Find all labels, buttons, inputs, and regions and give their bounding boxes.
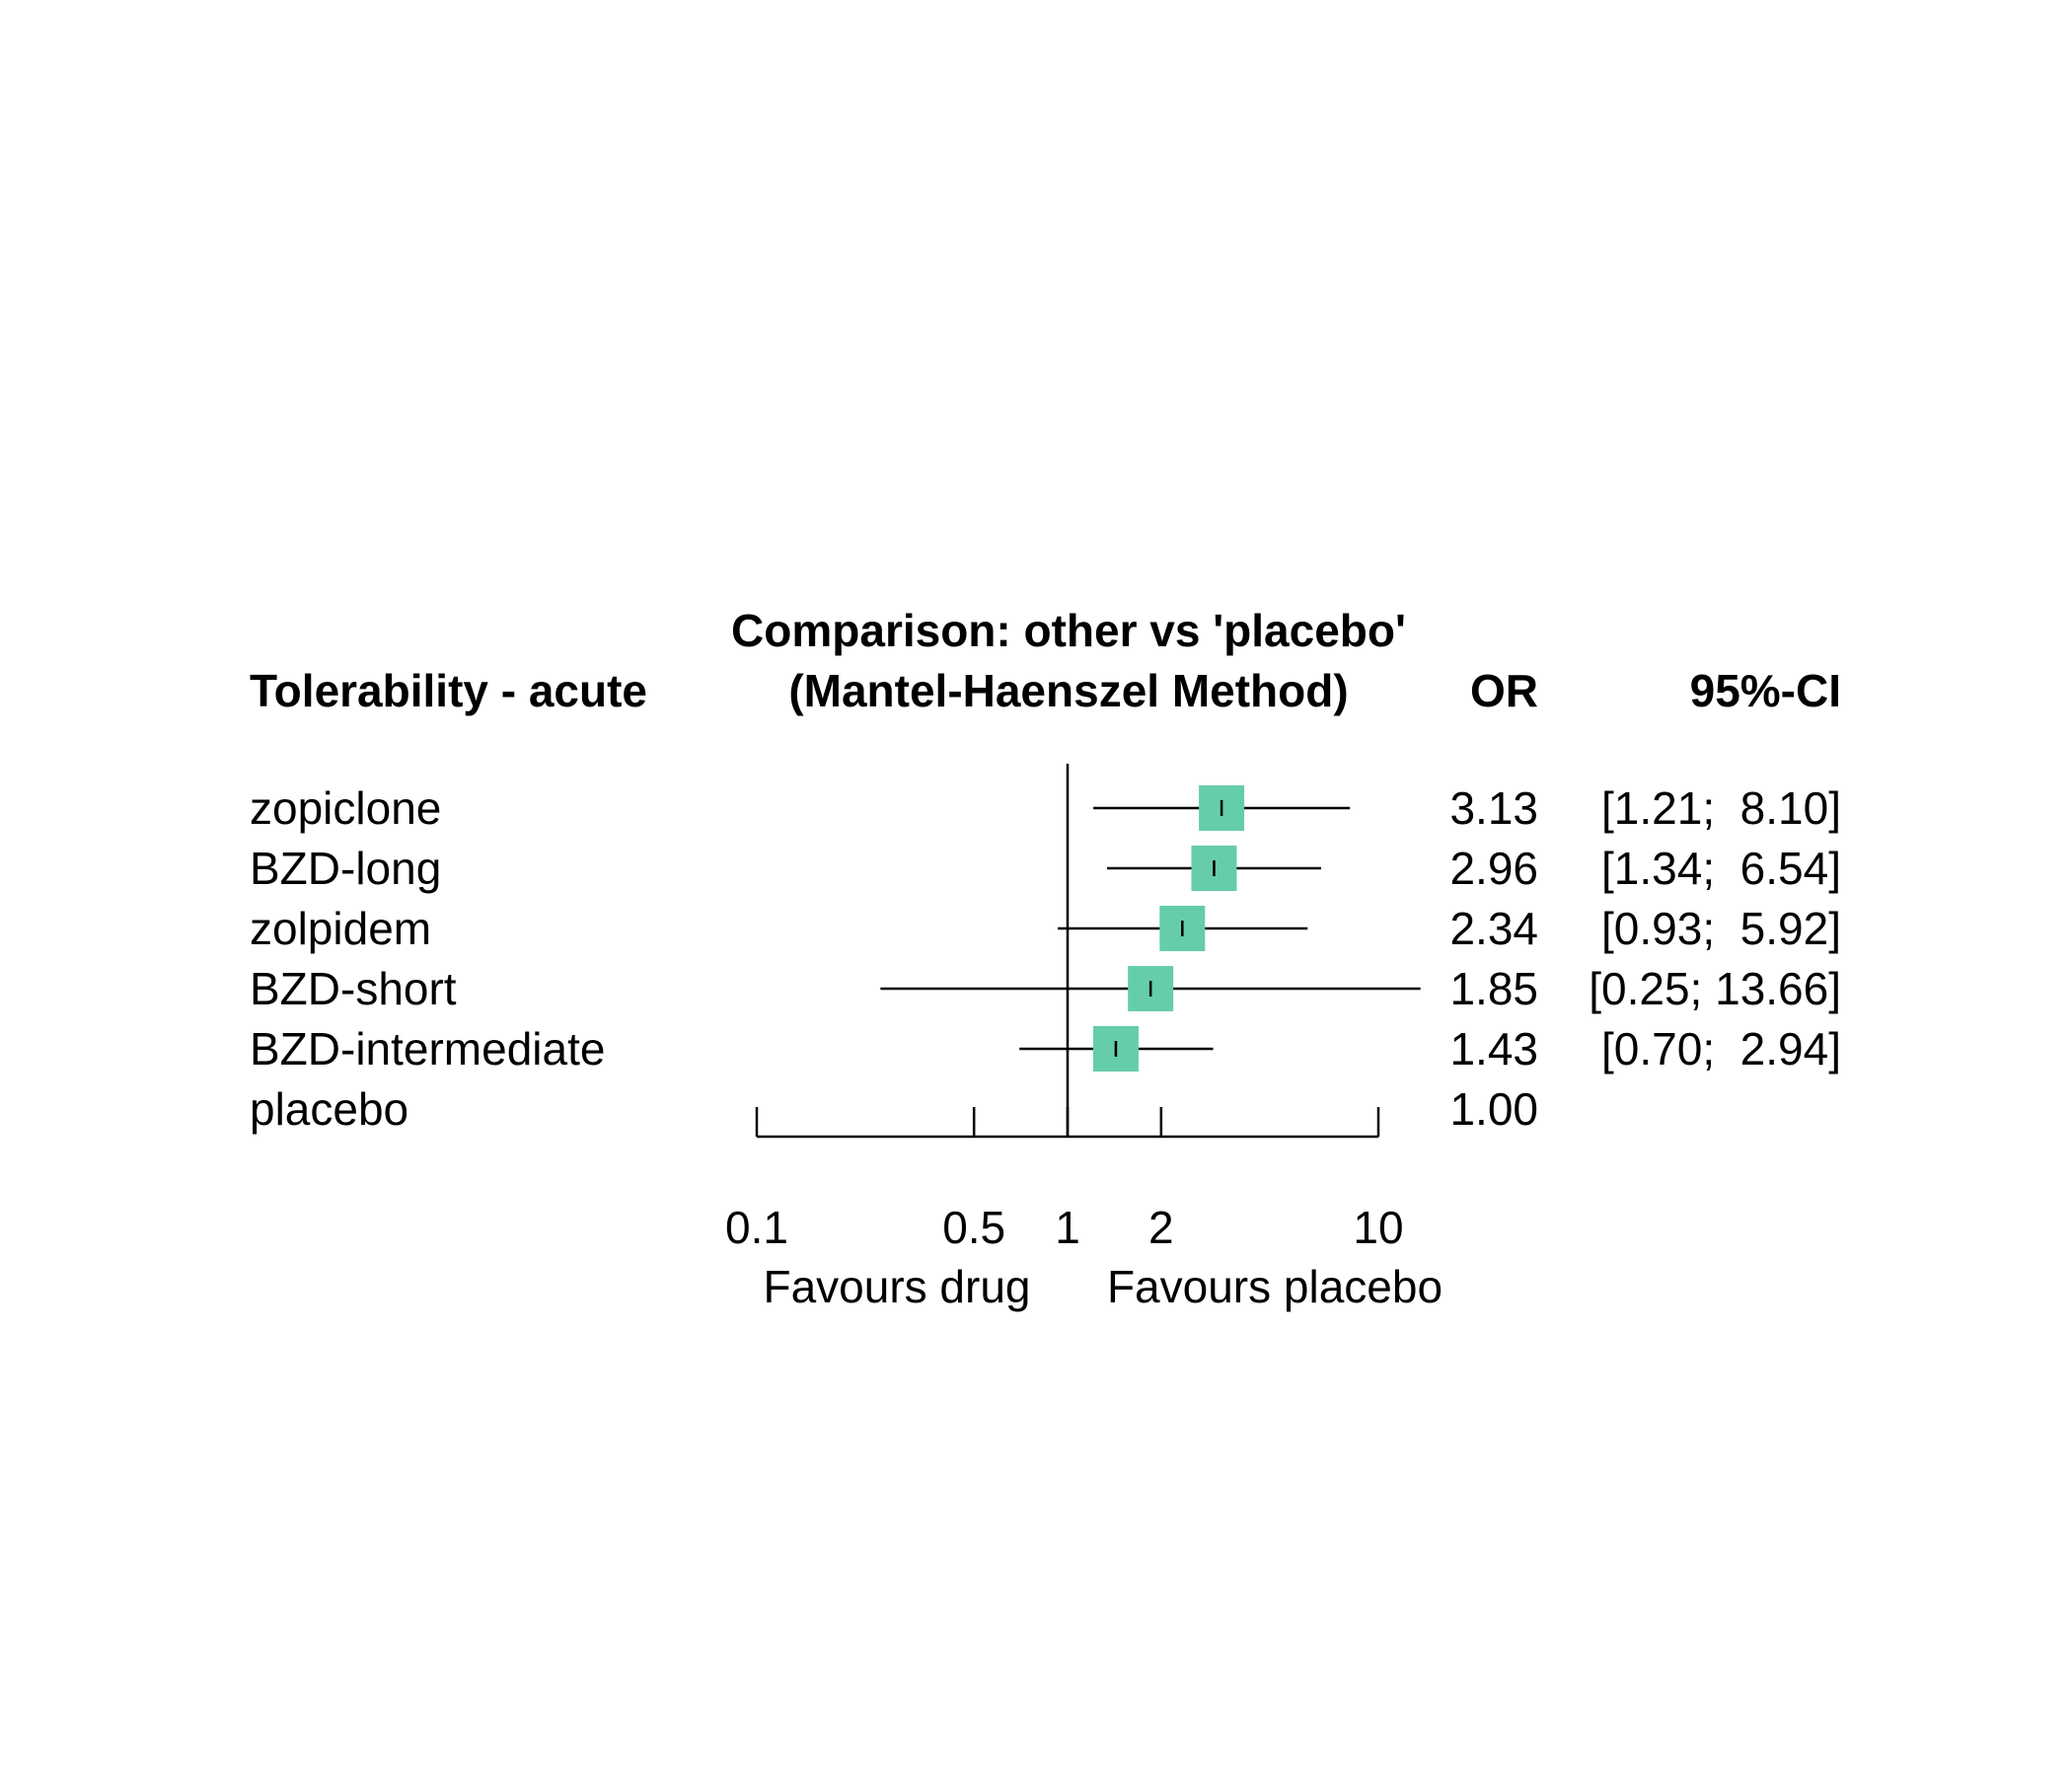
row-ci: [0.70; 2.94] [1601, 1023, 1841, 1074]
estimate-column-header: OR [1470, 665, 1538, 716]
x-tick-label: 0.5 [942, 1202, 1005, 1253]
rows-layer: zopiclone 3.13 [1.21; 8.10] BZD-long 2.96 [1.… [250, 782, 1841, 1135]
row-label: placebo [250, 1083, 408, 1135]
x-tick-label: 1 [1055, 1202, 1080, 1253]
row-estimate: 1.43 [1449, 1023, 1538, 1074]
row-label: BZD-intermediate [250, 1023, 605, 1074]
favours-right-label: Favours placebo [1107, 1261, 1443, 1312]
row-bzd-intermediate: BZD-intermediate 1.43 [0.70; 2.94] [250, 1023, 1841, 1074]
row-ci: [1.21; 8.10] [1601, 782, 1841, 834]
row-estimate: 3.13 [1449, 782, 1538, 834]
chart-title: Comparison: other vs 'placebo' [731, 605, 1406, 656]
x-tick-label: 10 [1353, 1202, 1403, 1253]
row-zopiclone: zopiclone 3.13 [1.21; 8.10] [250, 782, 1841, 834]
chart-subtitle: (Mantel-Haenszel Method) [788, 665, 1348, 716]
x-tick-label: 2 [1148, 1202, 1174, 1253]
row-ci: [0.25; 13.66] [1589, 963, 1841, 1014]
row-bzd-long: BZD-long 2.96 [1.34; 6.54] [250, 843, 1841, 894]
x-axis: 0.1 0.5 1 2 10 [725, 1107, 1404, 1253]
favours-left-label: Favours drug [763, 1261, 1030, 1312]
row-placebo: placebo 1.00 [250, 1083, 1538, 1135]
row-zolpidem: zolpidem 2.34 [0.93; 5.92] [250, 903, 1841, 954]
row-ci: [0.93; 5.92] [1601, 903, 1841, 954]
row-label: BZD-long [250, 843, 441, 894]
ci-column-header: 95%-CI [1690, 665, 1841, 716]
row-label: zolpidem [250, 903, 431, 954]
row-estimate: 2.34 [1449, 903, 1538, 954]
row-label: BZD-short [250, 963, 457, 1014]
x-tick-label: 0.1 [725, 1202, 788, 1253]
row-estimate: 2.96 [1449, 843, 1538, 894]
left-column-header: Tolerability - acute [250, 665, 647, 716]
row-label: zopiclone [250, 782, 441, 834]
row-bzd-short: BZD-short 1.85 [0.25; 13.66] [250, 963, 1841, 1014]
row-ci: [1.34; 6.54] [1601, 843, 1841, 894]
row-estimate: 1.85 [1449, 963, 1538, 1014]
row-estimate: 1.00 [1449, 1083, 1538, 1135]
